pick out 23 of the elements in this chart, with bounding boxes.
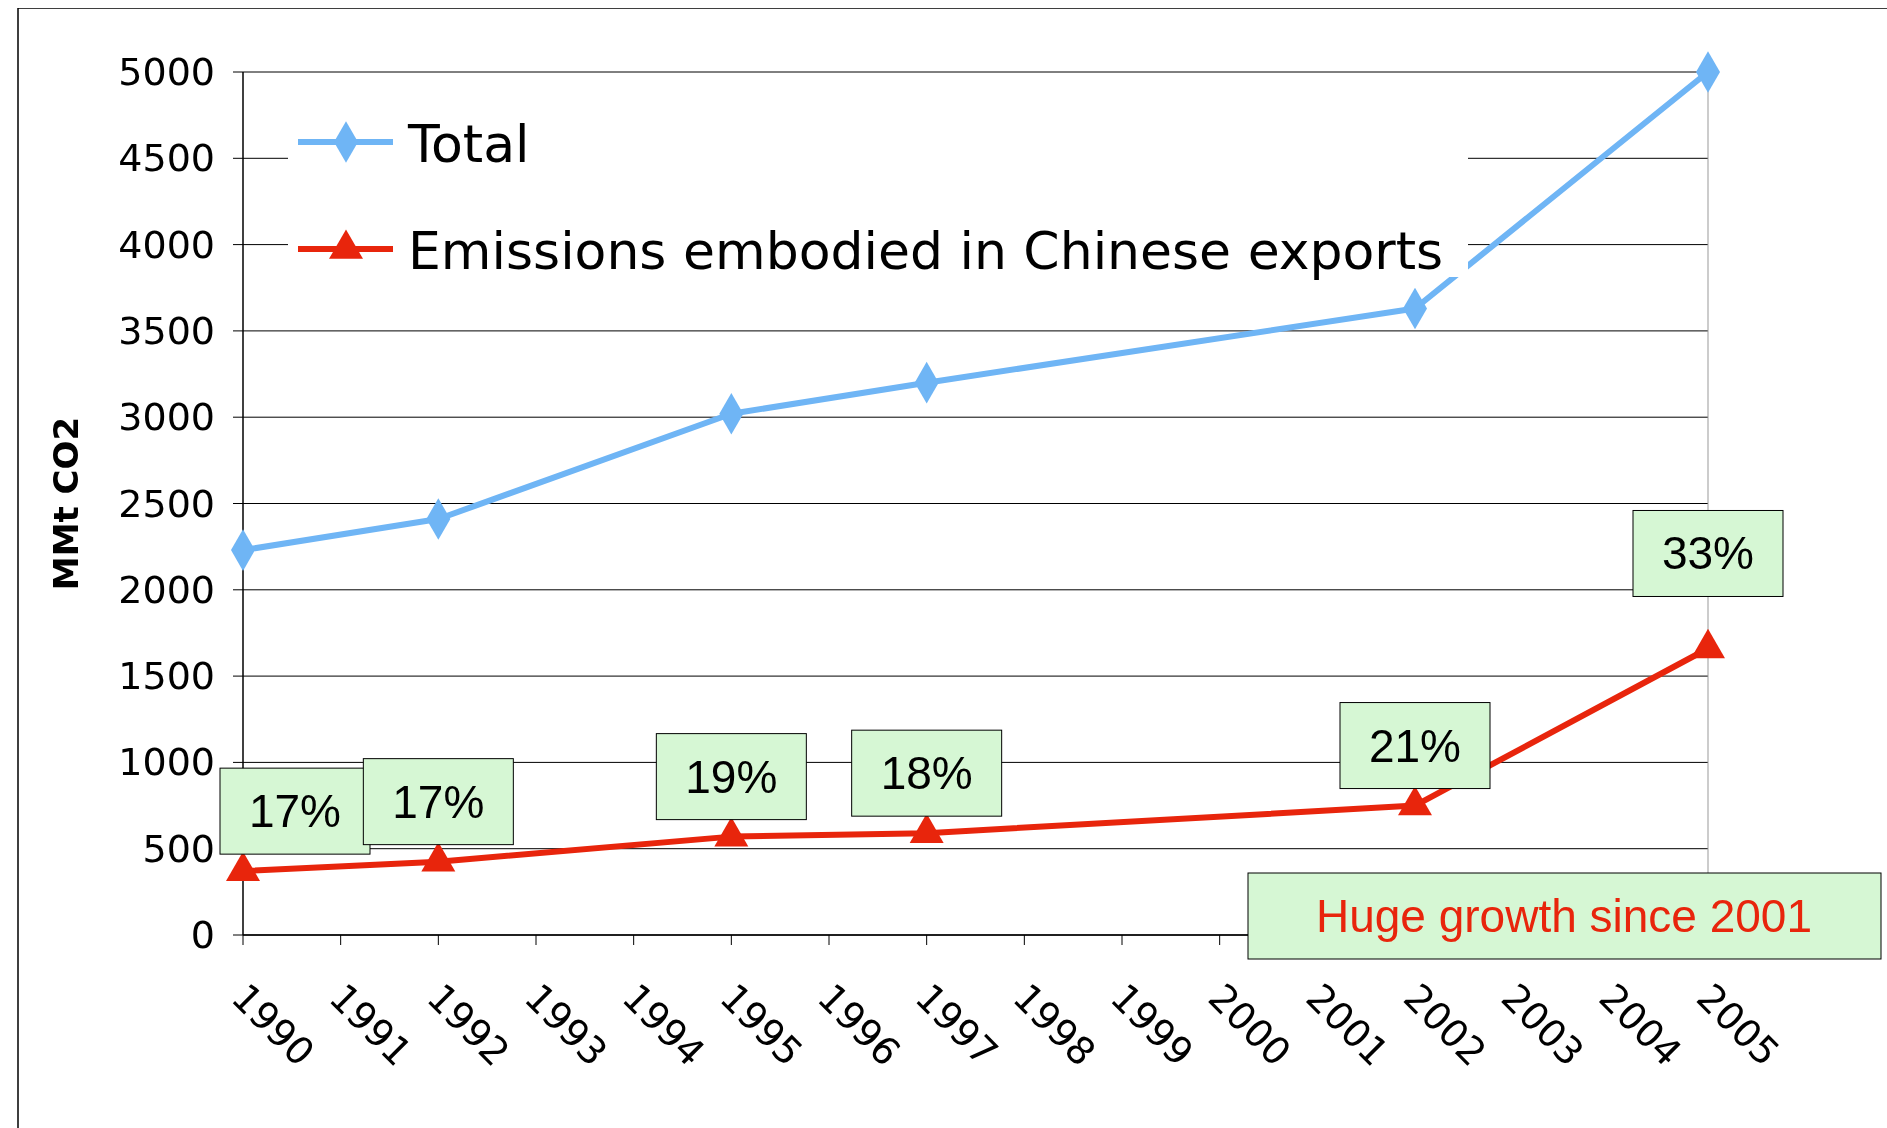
- y-tick-label: 4000: [118, 222, 215, 267]
- y-tick-label: 5000: [118, 50, 215, 94]
- annotation: 18%: [880, 747, 973, 800]
- y-axis-title: MMt CO2: [46, 416, 86, 591]
- y-tick-label: 4500: [118, 136, 215, 181]
- legend-label: Emissions embodied in Chinese exports: [408, 221, 1444, 281]
- point: [714, 817, 749, 847]
- y-tick-label: 2000: [118, 567, 215, 612]
- y-tick-label: 3500: [118, 308, 215, 353]
- annotation: 17%: [248, 785, 342, 838]
- annotation: 17%: [392, 775, 485, 828]
- annotation: 19%: [685, 750, 778, 803]
- y-tick-label: 500: [142, 826, 215, 871]
- point: [421, 842, 456, 872]
- y-tick-label: 3000: [118, 395, 215, 440]
- y-tick-label: 1000: [118, 740, 215, 785]
- annotation: Huge growth since 2001: [1315, 890, 1813, 942]
- annotation: 33%: [1661, 527, 1755, 580]
- y-tick-label: 1500: [118, 654, 215, 699]
- legend-label: Total: [407, 114, 530, 174]
- annotation: 21%: [1368, 719, 1462, 772]
- y-tick-label: 0: [190, 913, 215, 957]
- y-tick-label: 2500: [118, 481, 215, 526]
